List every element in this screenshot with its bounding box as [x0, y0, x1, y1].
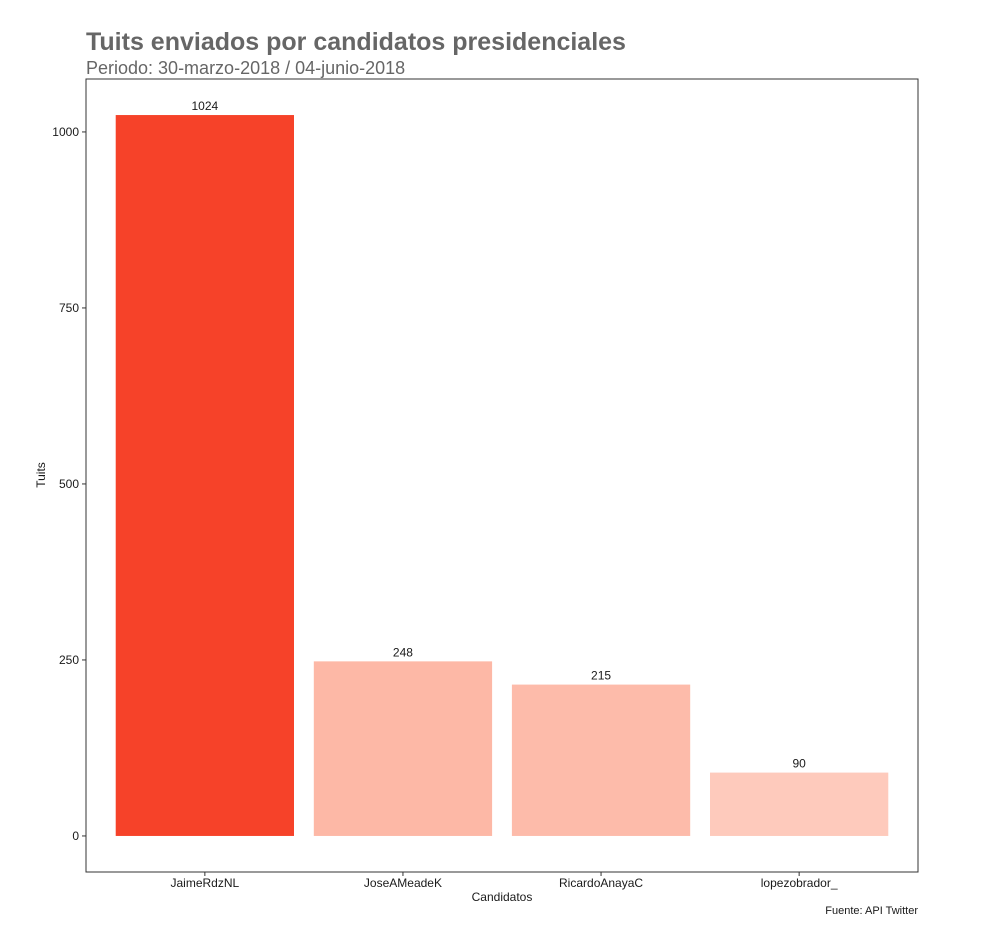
chart-caption: Fuente: API Twitter — [825, 905, 918, 917]
x-tick-label-2: RicardoAnayaC — [559, 876, 643, 890]
chart-title: Tuits enviados por candidatos presidenci… — [86, 28, 626, 56]
y-axis-title: Tuits — [34, 462, 48, 488]
bars-group — [115, 115, 889, 836]
x-tick-label-0: JaimeRdzNL — [171, 876, 240, 890]
y-tick-label-3: 750 — [59, 301, 79, 315]
x-axis: JaimeRdzNL JoseAMeadeK RicardoAnayaC lopezo… — [171, 872, 838, 890]
x-tick-label-1: JoseAMeadeK — [364, 876, 442, 890]
bar-3 — [710, 772, 889, 836]
bar-0 — [115, 115, 294, 836]
x-axis-title: Candidatos — [472, 890, 533, 904]
bar-label-1: 248 — [393, 645, 413, 659]
y-axis: 0 250 500 750 1000 — [52, 125, 86, 843]
y-tick-label-4: 1000 — [52, 125, 79, 139]
y-tick-label-2: 500 — [59, 477, 79, 491]
bar-1 — [313, 661, 493, 836]
bar-label-0: 1024 — [192, 99, 219, 113]
bar-labels-group: 1024 248 215 90 — [192, 99, 807, 771]
x-tick-label-3: lopezobrador_ — [761, 876, 838, 890]
bar-2 — [511, 684, 691, 836]
y-tick-label-0: 0 — [72, 829, 79, 843]
bar-label-2: 215 — [591, 669, 611, 683]
chart-subtitle: Periodo: 30-marzo-2018 / 04-junio-2018 — [86, 58, 405, 78]
bar-label-3: 90 — [792, 757, 806, 771]
y-tick-label-1: 250 — [59, 653, 79, 667]
